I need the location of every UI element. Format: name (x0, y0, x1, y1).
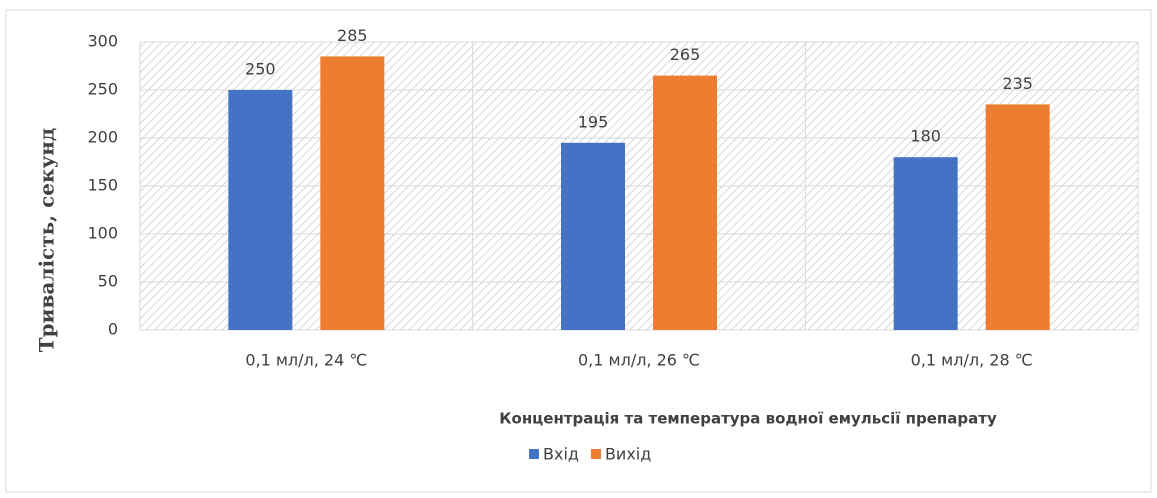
legend-label: Вихід (605, 445, 651, 464)
legend-swatch (590, 449, 601, 459)
bar (653, 75, 717, 330)
data-label: 235 (1002, 74, 1033, 93)
bar (893, 157, 958, 330)
bar (985, 104, 1050, 331)
y-tick-label: 300 (87, 32, 118, 51)
data-label: 285 (337, 26, 368, 45)
y-axis-title: Тривалість, секунд (35, 128, 59, 352)
y-tick-label: 50 (98, 272, 118, 291)
x-tick-label: 0,1 мл/л, 26 ℃ (578, 351, 700, 370)
y-tick-label: 250 (87, 80, 118, 99)
x-tick-label: 0,1 мл/л, 24 ℃ (245, 351, 367, 370)
bar (561, 142, 625, 330)
y-tick-label: 200 (87, 128, 118, 147)
x-tick-label: 0,1 мл/л, 28 ℃ (911, 351, 1033, 370)
data-label: 265 (670, 45, 701, 64)
bar (228, 90, 293, 330)
y-tick-label: 0 (108, 320, 118, 339)
data-label: 250 (245, 60, 276, 79)
x-axis-title: Концентрація та температура водної емуль… (499, 410, 997, 428)
legend-swatch (529, 449, 539, 459)
data-label: 180 (910, 127, 941, 146)
bar (320, 56, 385, 331)
data-label: 195 (578, 112, 609, 131)
legend-label: Вхід (543, 445, 579, 464)
y-tick-label: 150 (87, 176, 118, 195)
y-tick-label: 100 (87, 224, 118, 243)
